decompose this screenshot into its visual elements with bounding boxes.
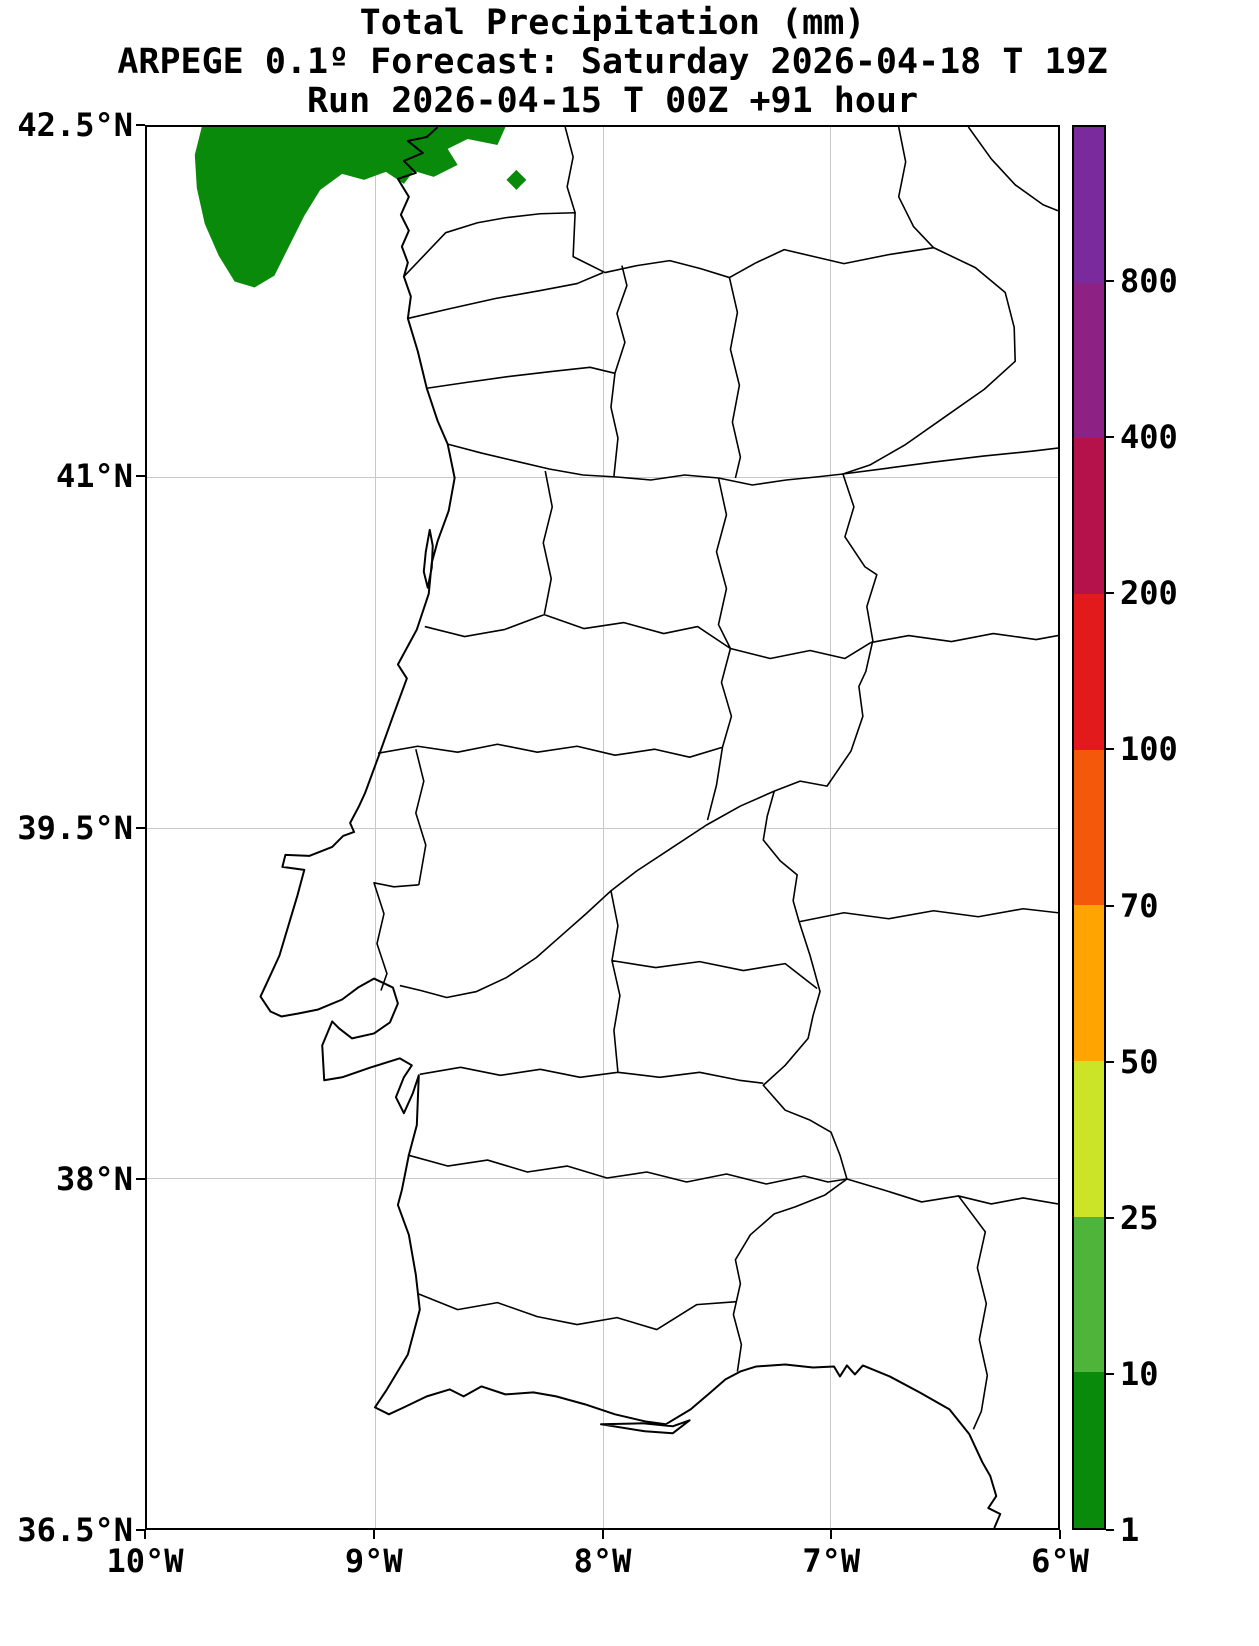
colorbar-tick-label: 1 [1120,1511,1140,1549]
colorbar-tick-label: 100 [1120,730,1178,769]
colorbar-tick-label: 400 [1120,418,1178,457]
colorbar-tick-mark [1106,592,1114,595]
spain-portugal-border [403,211,1016,1372]
precipitation-colorbar [1072,125,1106,1530]
portugal-map [194,127,1058,1528]
x-tick-label: 7°W [802,1542,861,1580]
spain-province-boundaries [564,127,1058,1430]
chart-subtitle-forecast: ARPEGE 0.1º Forecast: Saturday 2026-04-1… [117,42,1108,82]
y-tick-label: 38°N [55,1159,133,1198]
coastline [259,127,1002,1528]
x-tick-label: 10°W [106,1542,184,1580]
colorbar-segment [1074,1061,1104,1217]
colorbar-segment [1074,749,1104,906]
x-tick-label: 8°W [573,1542,632,1580]
colorbar-tick-label: 50 [1120,1042,1159,1081]
chart-title: Total Precipitation (mm) [359,3,866,43]
map-plot-area [145,125,1060,1530]
colorbar-segment [1074,905,1104,1062]
colorbar-tick-label: 800 [1120,262,1178,301]
colorbar-tick-mark [1106,436,1114,439]
x-tick-mark [144,1530,146,1539]
x-tick-label: 9°W [344,1542,403,1580]
y-tick-mark [136,1177,145,1180]
precip-region-1-10mm [194,127,506,288]
colorbar-segment [1074,127,1104,283]
colorbar-tick-label: 70 [1120,886,1159,925]
chart-title-block: Total Precipitation (mm) ARPEGE 0.1º For… [0,4,1225,121]
colorbar-tick-mark [1106,1060,1114,1063]
y-tick-label: 36.5°N [17,1511,133,1549]
y-tick-mark [136,1529,145,1531]
x-tick-mark [372,1530,375,1539]
portugal-district-boundaries [373,265,872,1331]
colorbar-tick-mark [1106,1529,1114,1531]
gridline-vertical [374,127,376,1528]
colorbar-tick-mark [1106,748,1114,751]
chart-subtitle-run: Run 2026-04-15 T 00Z +91 hour [306,81,919,121]
colorbar-segment [1074,282,1104,439]
colorbar-tick-mark [1106,280,1114,283]
colorbar-segment [1074,438,1104,595]
x-tick-mark [601,1530,604,1539]
x-tick-mark [1059,1530,1061,1539]
x-tick-mark [830,1530,833,1539]
colorbar-tick-label: 25 [1120,1198,1159,1237]
grid-layer [147,127,1058,1528]
y-tick-label: 41°N [55,457,133,496]
y-tick-label: 39.5°N [17,808,133,847]
colorbar-segment [1074,594,1104,750]
colorbar-tick-mark [1106,1372,1114,1375]
colorbar-tick-mark [1106,904,1114,907]
x-tick-label: 6°W [1031,1542,1089,1580]
y-tick-label: 42.5°N [17,106,133,144]
y-tick-mark [136,124,145,126]
y-tick-mark [136,475,145,478]
colorbar-segment [1074,1216,1104,1373]
gridline-vertical [602,127,604,1528]
y-tick-mark [136,826,145,829]
gridline-vertical [830,127,832,1528]
precip-spot-1-10mm [506,169,527,190]
colorbar-segment [1074,1372,1104,1529]
colorbar-tick-mark [1106,1216,1114,1219]
colorbar-tick-label: 10 [1120,1354,1159,1393]
colorbar-tick-label: 200 [1120,574,1178,613]
